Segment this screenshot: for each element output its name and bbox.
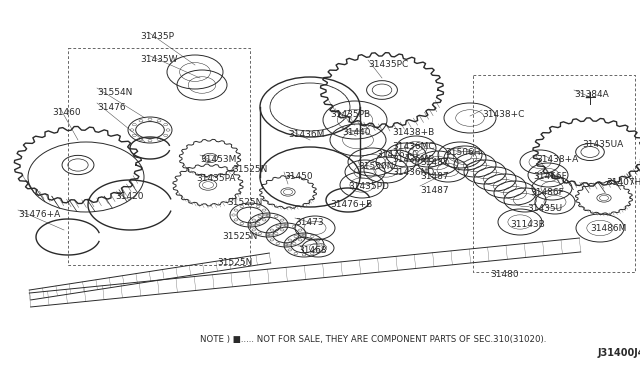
- Text: 31436MC: 31436MC: [392, 142, 435, 151]
- Text: 31384A: 31384A: [574, 90, 609, 99]
- Text: 31476+A: 31476+A: [18, 210, 60, 219]
- Text: 31476: 31476: [97, 103, 125, 112]
- Text: 31407H: 31407H: [606, 178, 640, 187]
- Text: 31420: 31420: [115, 192, 143, 201]
- Text: 31487: 31487: [420, 186, 449, 195]
- Text: 31440: 31440: [342, 128, 371, 137]
- Text: 31438+C: 31438+C: [482, 110, 524, 119]
- Text: NOTE ) ■..... NOT FOR SALE, THEY ARE COMPONENT PARTS OF SEC.310(31020).: NOTE ) ■..... NOT FOR SALE, THEY ARE COM…: [200, 335, 547, 344]
- Text: 31438+A: 31438+A: [536, 155, 579, 164]
- Text: 31476+B: 31476+B: [330, 200, 372, 209]
- Text: 31525N: 31525N: [222, 232, 257, 241]
- Text: 31466F: 31466F: [533, 172, 567, 181]
- Text: 31435W: 31435W: [140, 55, 177, 64]
- Text: 31435P: 31435P: [140, 32, 174, 41]
- Text: 31476+C: 31476+C: [376, 150, 419, 159]
- Text: 31453M: 31453M: [200, 155, 236, 164]
- Text: 31506H: 31506H: [445, 148, 481, 157]
- Text: 31525N: 31525N: [227, 198, 262, 207]
- Text: 31435PB: 31435PB: [330, 110, 370, 119]
- Text: J31400J4: J31400J4: [598, 348, 640, 358]
- Text: 31436ND: 31436ND: [392, 168, 435, 177]
- Text: 31473: 31473: [295, 218, 324, 227]
- Text: 31487: 31487: [420, 172, 449, 181]
- Text: 31143B: 31143B: [510, 220, 545, 229]
- Text: 31525N: 31525N: [232, 165, 268, 174]
- Text: 31436MB: 31436MB: [392, 155, 435, 164]
- Text: 31435PD: 31435PD: [348, 182, 389, 191]
- Text: 31480: 31480: [490, 270, 518, 279]
- Text: 31435PC: 31435PC: [368, 60, 408, 69]
- Text: 31554N: 31554N: [97, 88, 132, 97]
- Text: 31450: 31450: [284, 172, 312, 181]
- Text: 31435UA: 31435UA: [582, 140, 623, 149]
- Text: 31435U: 31435U: [527, 204, 562, 213]
- Text: 31486F: 31486F: [530, 188, 564, 197]
- Text: 31460: 31460: [52, 108, 81, 117]
- Text: 31550N: 31550N: [358, 162, 394, 171]
- Text: 31525N: 31525N: [217, 258, 252, 267]
- Text: 31438+B: 31438+B: [392, 128, 435, 137]
- Text: 31468: 31468: [298, 246, 326, 255]
- Text: 31486M: 31486M: [590, 224, 627, 233]
- Text: 31487: 31487: [420, 158, 449, 167]
- Text: 31435PA: 31435PA: [196, 174, 236, 183]
- Text: 31436M: 31436M: [288, 130, 324, 139]
